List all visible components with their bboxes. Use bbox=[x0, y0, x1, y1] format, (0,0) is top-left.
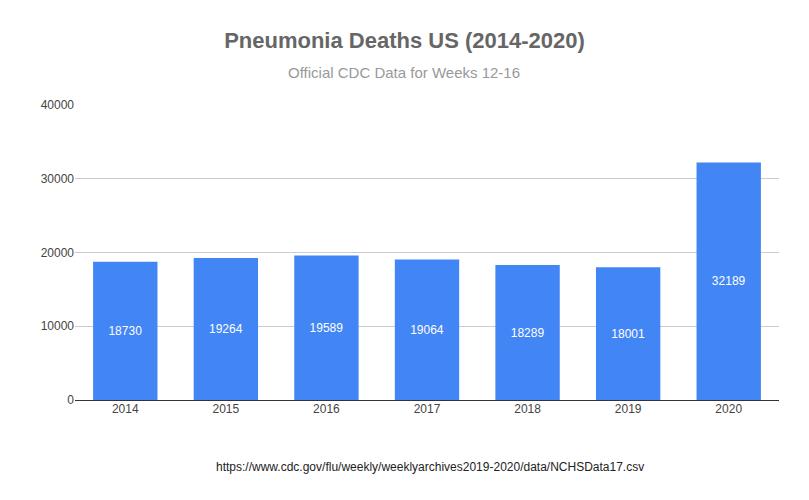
svg-text:2016: 2016 bbox=[313, 402, 340, 416]
svg-text:18289: 18289 bbox=[511, 326, 545, 340]
svg-text:2018: 2018 bbox=[514, 402, 541, 416]
svg-text:18001: 18001 bbox=[611, 327, 645, 341]
svg-text:19064: 19064 bbox=[410, 323, 444, 337]
svg-text:Pneumonia Deaths US (2014-2020: Pneumonia Deaths US (2014-2020) bbox=[224, 28, 585, 53]
svg-text:20000: 20000 bbox=[41, 246, 75, 260]
svg-text:19264: 19264 bbox=[209, 322, 243, 336]
svg-text:18730: 18730 bbox=[108, 324, 142, 338]
svg-text:40000: 40000 bbox=[41, 98, 75, 112]
svg-text:19589: 19589 bbox=[310, 321, 344, 335]
svg-text:2017: 2017 bbox=[414, 402, 441, 416]
svg-text:2019: 2019 bbox=[615, 402, 642, 416]
svg-text:2020: 2020 bbox=[715, 402, 742, 416]
svg-text:30000: 30000 bbox=[41, 172, 75, 186]
svg-text:2014: 2014 bbox=[112, 402, 139, 416]
svg-text:0: 0 bbox=[67, 393, 74, 407]
svg-text:2015: 2015 bbox=[213, 402, 240, 416]
svg-text:https://www.cdc.gov/flu/weekly: https://www.cdc.gov/flu/weekly/weeklyarc… bbox=[216, 460, 644, 474]
svg-text:32189: 32189 bbox=[712, 274, 746, 288]
svg-text:Official CDC Data for Weeks 12: Official CDC Data for Weeks 12-16 bbox=[288, 64, 520, 81]
svg-text:10000: 10000 bbox=[41, 319, 75, 333]
